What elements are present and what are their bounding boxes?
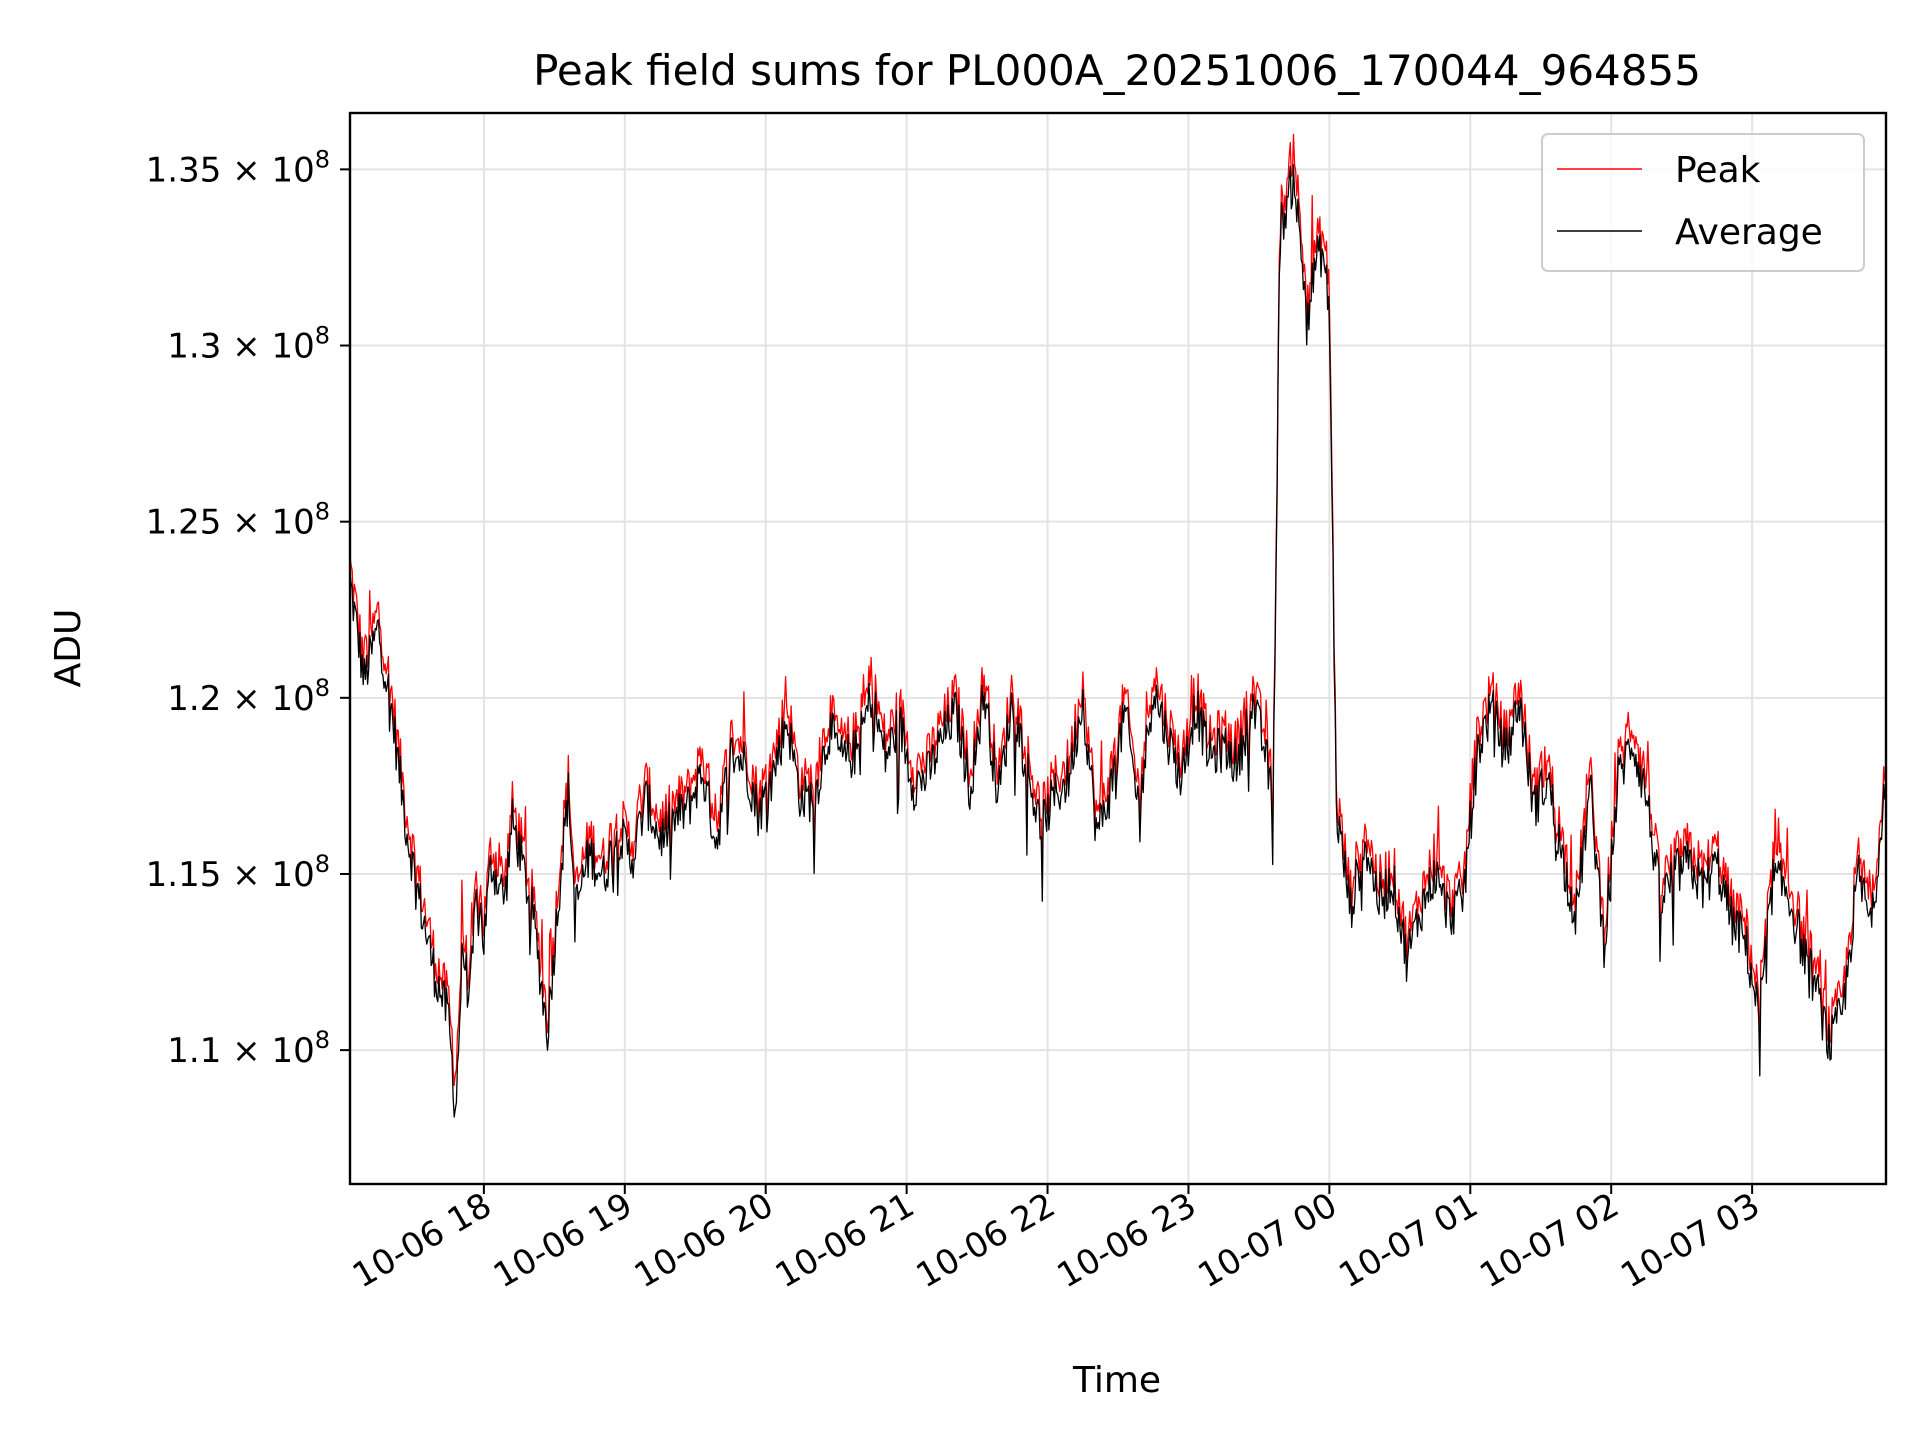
series-layer (349, 133, 1887, 1118)
chart-title: Peak field sums for PL000A_20251006_1700… (533, 46, 1701, 95)
axes-frame (348, 111, 1888, 1186)
legend-peak-label: Peak (1675, 150, 1761, 191)
legend: Peak Average (1541, 133, 1865, 272)
y-axis-label: ADU (48, 609, 89, 688)
y-tick-label: 1.3 × 108 (167, 322, 330, 367)
legend-average-label: Average (1675, 212, 1823, 253)
y-tick-label: 1.25 × 108 (146, 498, 330, 543)
x-gridlines (482, 113, 1754, 1184)
y-tick-label: 1.35 × 108 (146, 145, 330, 190)
y-tick-label: 1.1 × 108 (167, 1026, 330, 1071)
y-axis: 1.1 × 108 1.15 × 108 1.2 × 108 1.25 × 108 1.… (146, 145, 350, 1071)
y-tick-label: 1.2 × 108 (167, 674, 330, 719)
series-line-average (349, 164, 1887, 1118)
y-tick-label: 1.15 × 108 (146, 850, 330, 895)
plot-area (348, 111, 1888, 1186)
series-line-peak (349, 133, 1887, 1087)
x-axis-label: Time (1072, 1360, 1161, 1401)
